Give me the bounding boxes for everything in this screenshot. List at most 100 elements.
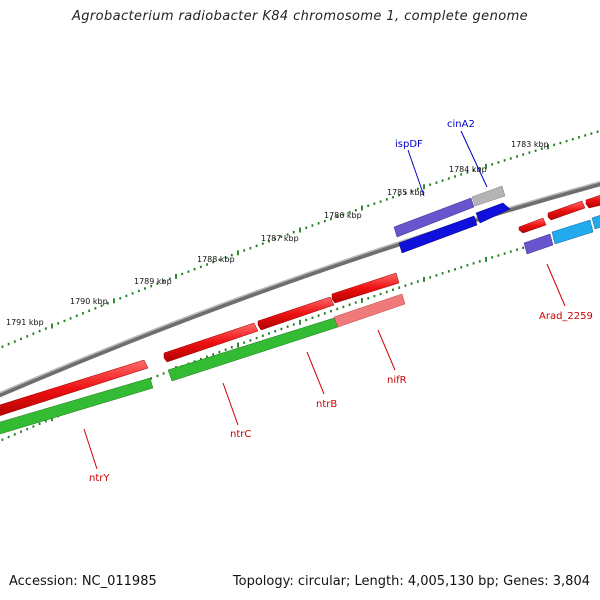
minor-tick [38,422,41,425]
gene-arad-forward-1[interactable] [518,217,547,234]
accession-text: Accession: NC_011985 [9,574,157,589]
minor-tick [292,323,295,326]
gene-ispDF-blue[interactable] [398,215,478,254]
gene-nifR-forward[interactable] [331,272,400,304]
minor-tick [206,355,208,358]
gene-label-nifR[interactable]: nifR [387,375,407,386]
gene-labels: cinA2 ispDF Arad_2259 nifR ntrB ntrC ntr… [89,119,593,484]
minor-tick [354,209,357,212]
minor-tick [249,247,252,250]
minor-tick [1,438,4,441]
minor-tick [503,159,506,162]
minor-tick [429,183,432,186]
minor-tick [509,157,512,160]
gene-arad-cyan-2[interactable] [591,212,600,230]
gene-label-ispDF[interactable]: ispDF [395,139,423,150]
major-tick [485,256,487,262]
minor-tick [559,141,562,145]
gene-label-arad-2259[interactable]: Arad_2259 [539,311,593,322]
reverse-strand-genes [0,212,600,437]
gene-nifR-reverse[interactable] [333,293,406,328]
minor-tick [199,357,202,361]
minor-tick [57,322,60,325]
leader-ntrY [83,428,98,470]
minor-tick [478,167,481,170]
gene-arad-purple[interactable] [523,233,554,255]
minor-tick [385,198,388,201]
minor-tick [193,268,196,271]
minor-tick [311,224,314,227]
minor-tick [454,268,456,271]
minor-tick [379,200,382,203]
leader-cinA2 [460,130,488,188]
minor-tick [590,132,593,135]
minor-tick [274,237,277,241]
gene-ntrY-reverse[interactable] [0,377,154,437]
minor-tick [460,266,463,269]
scale-label: 1787 kbp [261,234,299,243]
minor-tick [144,287,146,290]
minor-tick [32,332,35,335]
minor-tick [212,353,215,356]
major-tick [237,342,239,348]
minor-tick [336,215,339,218]
minor-tick [522,153,525,156]
minor-tick [44,420,47,423]
minor-tick [187,270,190,273]
gene-cinA2-grey[interactable] [471,185,506,207]
major-tick [175,273,177,279]
gene-ntrC-forward[interactable] [163,322,259,363]
minor-tick [330,217,332,221]
gene-arad-forward-3[interactable] [585,192,600,209]
minor-tick [162,372,165,375]
gene-ntrB-forward[interactable] [257,296,335,331]
minor-tick [447,177,450,180]
minor-tick [509,250,512,253]
minor-tick [435,181,438,184]
scale-ticks-outer [1,130,599,348]
minor-tick [454,175,456,178]
minor-tick [280,327,283,331]
forward-strand-genes [0,192,600,418]
minor-tick [565,139,568,143]
minor-tick [150,377,153,380]
minor-tick [410,189,413,193]
map-title: Agrobacterium radiobacter K84 chromosome… [71,9,529,24]
gene-ntrY-forward[interactable] [0,359,149,418]
major-tick [299,319,301,325]
minor-tick [466,264,469,267]
minor-tick [404,284,407,287]
gene-label-ntrY[interactable]: ntrY [89,473,110,484]
minor-tick [181,272,184,276]
gene-label-ntrB[interactable]: ntrB [316,399,337,410]
minor-tick [44,327,47,330]
minor-tick [162,280,165,283]
minor-tick [268,332,270,335]
gene-label-cinA2[interactable]: cinA2 [447,119,475,130]
minor-tick [261,242,264,245]
minor-tick [286,325,289,328]
major-tick [299,227,301,233]
minor-tick [404,191,407,195]
gene-arad-forward-2[interactable] [547,200,586,221]
minor-tick [243,341,246,344]
major-tick [51,416,53,422]
scale-label: 1790 kbp [70,297,108,306]
gene-cinA2-blue[interactable] [475,202,511,224]
minor-tick [255,244,258,248]
scale-label: 1788 kbp [197,255,235,264]
gene-arad-cyan[interactable] [551,219,594,245]
minor-tick [410,282,413,285]
minor-tick [534,149,537,152]
gene-label-ntrC[interactable]: ntrC [230,429,251,440]
major-tick [237,250,239,256]
minor-tick [150,284,153,288]
minor-tick [268,240,270,243]
minor-tick [416,187,419,191]
gene-ispDF-purple[interactable] [393,197,475,238]
minor-tick [243,249,246,252]
minor-tick [261,334,264,337]
minor-tick [491,163,494,166]
minor-tick [497,254,500,257]
